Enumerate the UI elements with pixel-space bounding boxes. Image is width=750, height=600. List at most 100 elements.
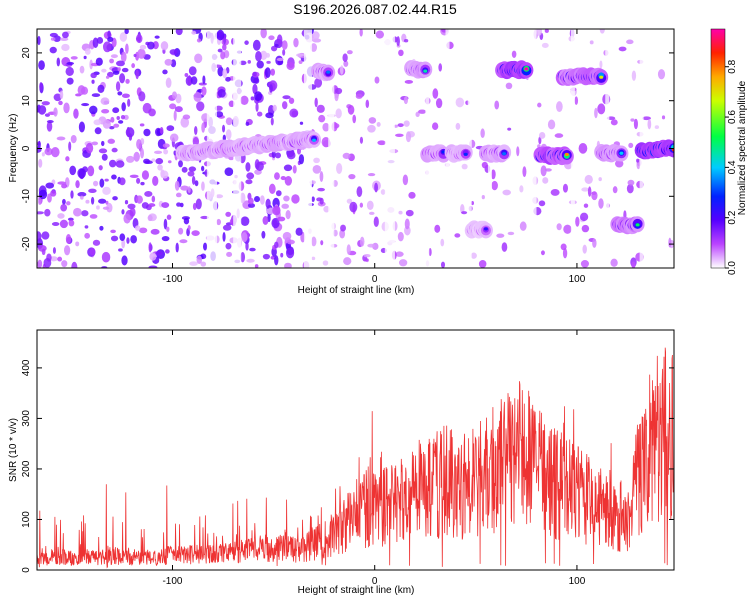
spectrogram-noise-cell	[96, 205, 100, 210]
spectrogram-noise-cell	[284, 175, 293, 186]
spectrogram-noise-cell	[77, 192, 87, 197]
spectrogram-noise-cell	[162, 69, 168, 75]
spectrogram-gap	[384, 29, 395, 268]
spectrogram-noise-cell	[256, 60, 264, 69]
spectrogram-noise-cell	[101, 153, 108, 161]
spectrogram-gap	[570, 29, 575, 268]
spectrogram-noise-cell	[127, 203, 136, 210]
spectrogram-noise-cell	[38, 199, 42, 205]
colorbar-label: Normalized spectral amplitude	[737, 80, 748, 215]
spectrogram-noise-cell	[349, 201, 358, 213]
spectrogram-noise-cell	[322, 260, 329, 266]
spectrogram-noise-cell	[438, 63, 443, 72]
spectrogram-noise-cell	[470, 252, 477, 259]
colorbar-gradient	[710, 28, 726, 269]
spectrogram-noise-cell	[540, 165, 547, 177]
spectrogram-noise-cell	[298, 154, 305, 165]
spectrogram-noise-cell	[192, 202, 197, 211]
spectrogram-noise-cell	[75, 180, 80, 189]
spectrogram-noise-cell	[322, 122, 330, 132]
spectrogram-noise-cell	[56, 57, 61, 67]
snr-x-ticks: -100 0 100	[162, 330, 586, 587]
spectrogram-noise-cell	[101, 251, 111, 263]
spectrogram-noise-cell	[101, 108, 110, 114]
spectrogram-noise-cell	[194, 180, 199, 187]
spectrogram-noise-cell	[404, 79, 414, 84]
spectrogram-noise-cell	[245, 241, 249, 251]
spectrogram-noise-cell	[125, 43, 129, 54]
spectrogram-noise-cell	[519, 221, 527, 231]
spectrogram-noise-cell	[136, 138, 142, 150]
spectrogram-noise-cell	[342, 53, 348, 63]
spectrogram-noise-cell	[454, 233, 461, 238]
spectrogram-noise-cell	[161, 202, 170, 209]
spectrogram-noise-cell	[269, 84, 273, 93]
spectrogram-noise-cell	[275, 190, 282, 197]
spectrogram-noise-cell	[575, 216, 580, 227]
spectrogram-noise-cell	[111, 147, 118, 153]
spectrogram-noise-cell	[260, 29, 267, 39]
spectrogram-noise-cell	[395, 251, 404, 257]
spectrogram-x-axis-label: Height of straight line (km)	[298, 285, 415, 296]
spectrogram-signal-cell	[635, 223, 640, 227]
spectrogram-noise-cell	[87, 165, 95, 177]
spectrogram-noise-cell	[184, 73, 189, 78]
spectrogram-noise-cell	[174, 106, 183, 113]
spectrogram-noise-cell	[38, 60, 45, 71]
spectrogram-noise-cell	[201, 86, 207, 96]
spectrogram-noise-cell	[428, 248, 432, 257]
x-tick-label: 0	[372, 274, 378, 285]
spectrogram-noise-cell	[312, 165, 322, 174]
spectrogram-noise-cell	[281, 101, 288, 110]
spectrogram-noise-cell	[312, 38, 322, 43]
spectrogram-noise-cell	[440, 238, 445, 247]
spectrogram-noise-cell	[138, 91, 146, 102]
spectrogram-noise-cell	[254, 91, 263, 102]
spectrogram-noise-cell	[121, 93, 130, 99]
spectrogram-noise-cell	[545, 168, 552, 172]
spectrogram-signal-cell	[312, 138, 317, 142]
spectrogram-noise-cell	[496, 233, 505, 238]
spectrogram-noise-cell	[583, 203, 589, 208]
spectrogram-noise-cell	[271, 150, 276, 159]
spectrogram-noise-cell	[313, 157, 320, 164]
spectrogram-noise-cell	[101, 140, 105, 147]
spectrogram-noise-cell	[70, 190, 74, 199]
spectrogram-noise-cell	[398, 259, 408, 267]
spectrogram-noise-cell	[356, 186, 363, 198]
spectrogram-noise-cell	[139, 44, 147, 50]
spectrogram-noise-cell	[44, 208, 51, 217]
spectrogram-noise-cell	[262, 253, 271, 260]
spectrogram-noise-cell	[57, 213, 65, 219]
spectrogram-noise-cell	[191, 30, 197, 35]
spectrogram-noise-cell	[280, 252, 284, 258]
spectrogram-noise-cell	[217, 89, 226, 98]
spectrogram-noise-cell	[160, 170, 169, 179]
spectrogram-noise-cell	[70, 134, 77, 144]
spectrogram-noise-cell	[599, 60, 603, 69]
spectrogram-noise-cell	[261, 230, 266, 239]
spectrogram-noise-cell	[85, 199, 90, 204]
spectrogram-noise-cell	[106, 202, 113, 213]
spectrogram-noise-cell	[405, 131, 412, 143]
spectrogram-noise-cell	[37, 35, 41, 46]
spectrogram-noise-cell	[288, 97, 295, 104]
spectrogram-signal-cell	[599, 75, 604, 79]
spectrogram-noise-cell	[359, 236, 365, 247]
spectrogram-noise-cell	[159, 127, 164, 135]
spectrogram-noise-cell	[102, 186, 111, 196]
spectrogram-noise-cell	[80, 86, 89, 95]
spectrogram-noise-cell	[126, 237, 130, 244]
spectrogram-noise-cell	[93, 119, 102, 126]
x-tick-label: -100	[162, 576, 182, 587]
spectrogram-noise-cell	[612, 186, 618, 194]
spectrogram-noise-cell	[229, 218, 234, 225]
spectrogram-noise-cell	[89, 214, 98, 219]
spectrogram-signal-cell	[524, 67, 529, 71]
spectrogram-noise-cell	[582, 244, 587, 254]
spectrogram-noise-cell	[120, 114, 126, 120]
spectrogram-noise-cell	[126, 126, 130, 138]
spectrogram-noise-cell	[117, 91, 123, 96]
spectrogram-noise-cell	[245, 179, 253, 185]
spectrogram-noise-cell	[432, 122, 439, 131]
